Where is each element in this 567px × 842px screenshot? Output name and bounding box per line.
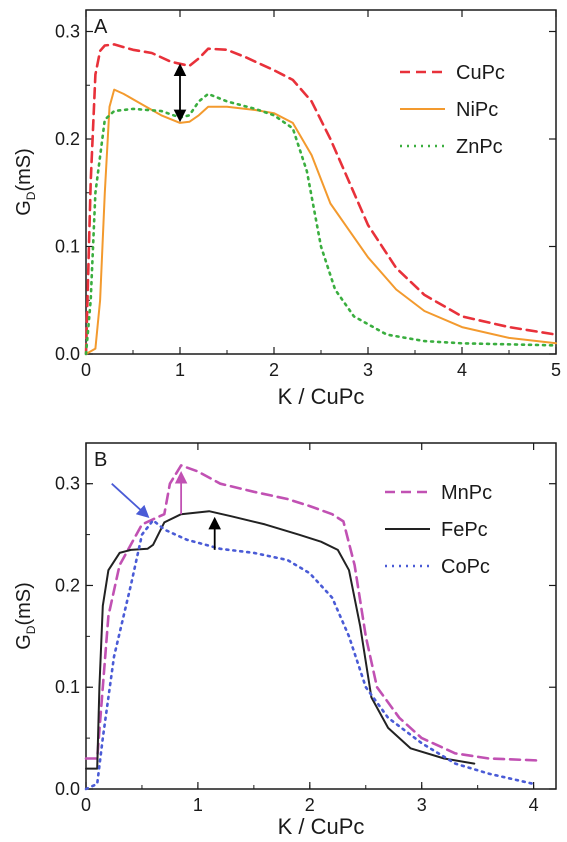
- series-line-mnpc: [84, 464, 541, 762]
- legend-label-fepc: FePc: [441, 519, 488, 541]
- x-tick-label: 1: [175, 360, 185, 380]
- annotation-arrow: [111, 483, 150, 518]
- panel-b: B 0.0 0.1 0.2 0.3 0 1 2 3 4 MnPc FePc CoPc K / Cu…: [13, 442, 557, 839]
- y-axis-label-b: GD(mS): [13, 582, 38, 650]
- annotations-b: [111, 471, 221, 550]
- legend-a: CuPc NiPc ZnPc: [400, 62, 505, 158]
- series-line-cupc: [84, 43, 558, 356]
- x-tick-label: 4: [529, 795, 539, 815]
- series-line-fepc: [85, 510, 476, 770]
- x-tick-label: 0: [81, 360, 91, 380]
- y-tick-label: 0.1: [55, 237, 80, 257]
- legend-label-cupc: CuPc: [456, 62, 505, 84]
- x-axis-label-b: K / CuPc: [278, 814, 365, 839]
- x-tick-label: 3: [417, 795, 427, 815]
- y-axis-label-main-b: G: [13, 634, 35, 650]
- legend-label-znpc: ZnPc: [456, 136, 503, 158]
- x-tick-label: 4: [457, 360, 467, 380]
- x-tick-label: 5: [551, 360, 561, 380]
- y-tick-labels-a: 0.0 0.1 0.2 0.3: [55, 22, 556, 364]
- y-tick-label: 0.3: [55, 474, 80, 494]
- series-lines-a: [84, 43, 558, 356]
- x-tick-label: 0: [81, 795, 91, 815]
- y-axis-label-a: GD(mS): [13, 148, 38, 216]
- y-tick-label: 0.2: [55, 129, 80, 149]
- legend-label-copc: CoPc: [441, 556, 490, 578]
- series-line-znpc: [84, 92, 558, 356]
- y-axis-label-unit-a: (mS): [13, 148, 35, 191]
- x-tick-labels-b: 0 1 2 3 4: [81, 443, 539, 815]
- legend-b: MnPc FePc CoPc: [385, 482, 492, 578]
- x-tick-label: 2: [269, 360, 279, 380]
- y-tick-label: 0.0: [55, 344, 80, 364]
- panel-label-b: B: [94, 449, 107, 471]
- y-axis-label-unit-b: (mS): [13, 582, 35, 625]
- y-axis-label-sub-a: D: [24, 191, 38, 200]
- series-lines-b: [84, 464, 541, 791]
- legend-label-nipc: NiPc: [456, 99, 498, 121]
- x-tick-label: 1: [193, 795, 203, 815]
- y-axis-label-sub-b: D: [24, 625, 38, 634]
- y-tick-label: 0.1: [55, 677, 80, 697]
- x-tick-label: 3: [363, 360, 373, 380]
- x-tick-label: 2: [305, 795, 315, 815]
- series-line-copc: [84, 519, 535, 791]
- y-tick-labels-b: 0.0 0.1 0.2 0.3: [55, 474, 556, 799]
- panel-label-a: A: [94, 16, 108, 38]
- y-tick-label: 0.3: [55, 22, 80, 42]
- x-axis-label-a: K / CuPc: [278, 384, 365, 409]
- y-tick-label: 0.0: [55, 779, 80, 799]
- plot-area-b: [85, 442, 557, 790]
- legend-label-mnpc: MnPc: [441, 482, 492, 504]
- y-axis-label-main-a: G: [13, 200, 35, 216]
- series-line-nipc: [85, 88, 557, 355]
- panel-a: A 0.0 0.1 0.2 0.3 0 1 2 3 4 5 CuPc NiPc ZnPc K / C…: [13, 9, 561, 409]
- y-tick-label: 0.2: [55, 575, 80, 595]
